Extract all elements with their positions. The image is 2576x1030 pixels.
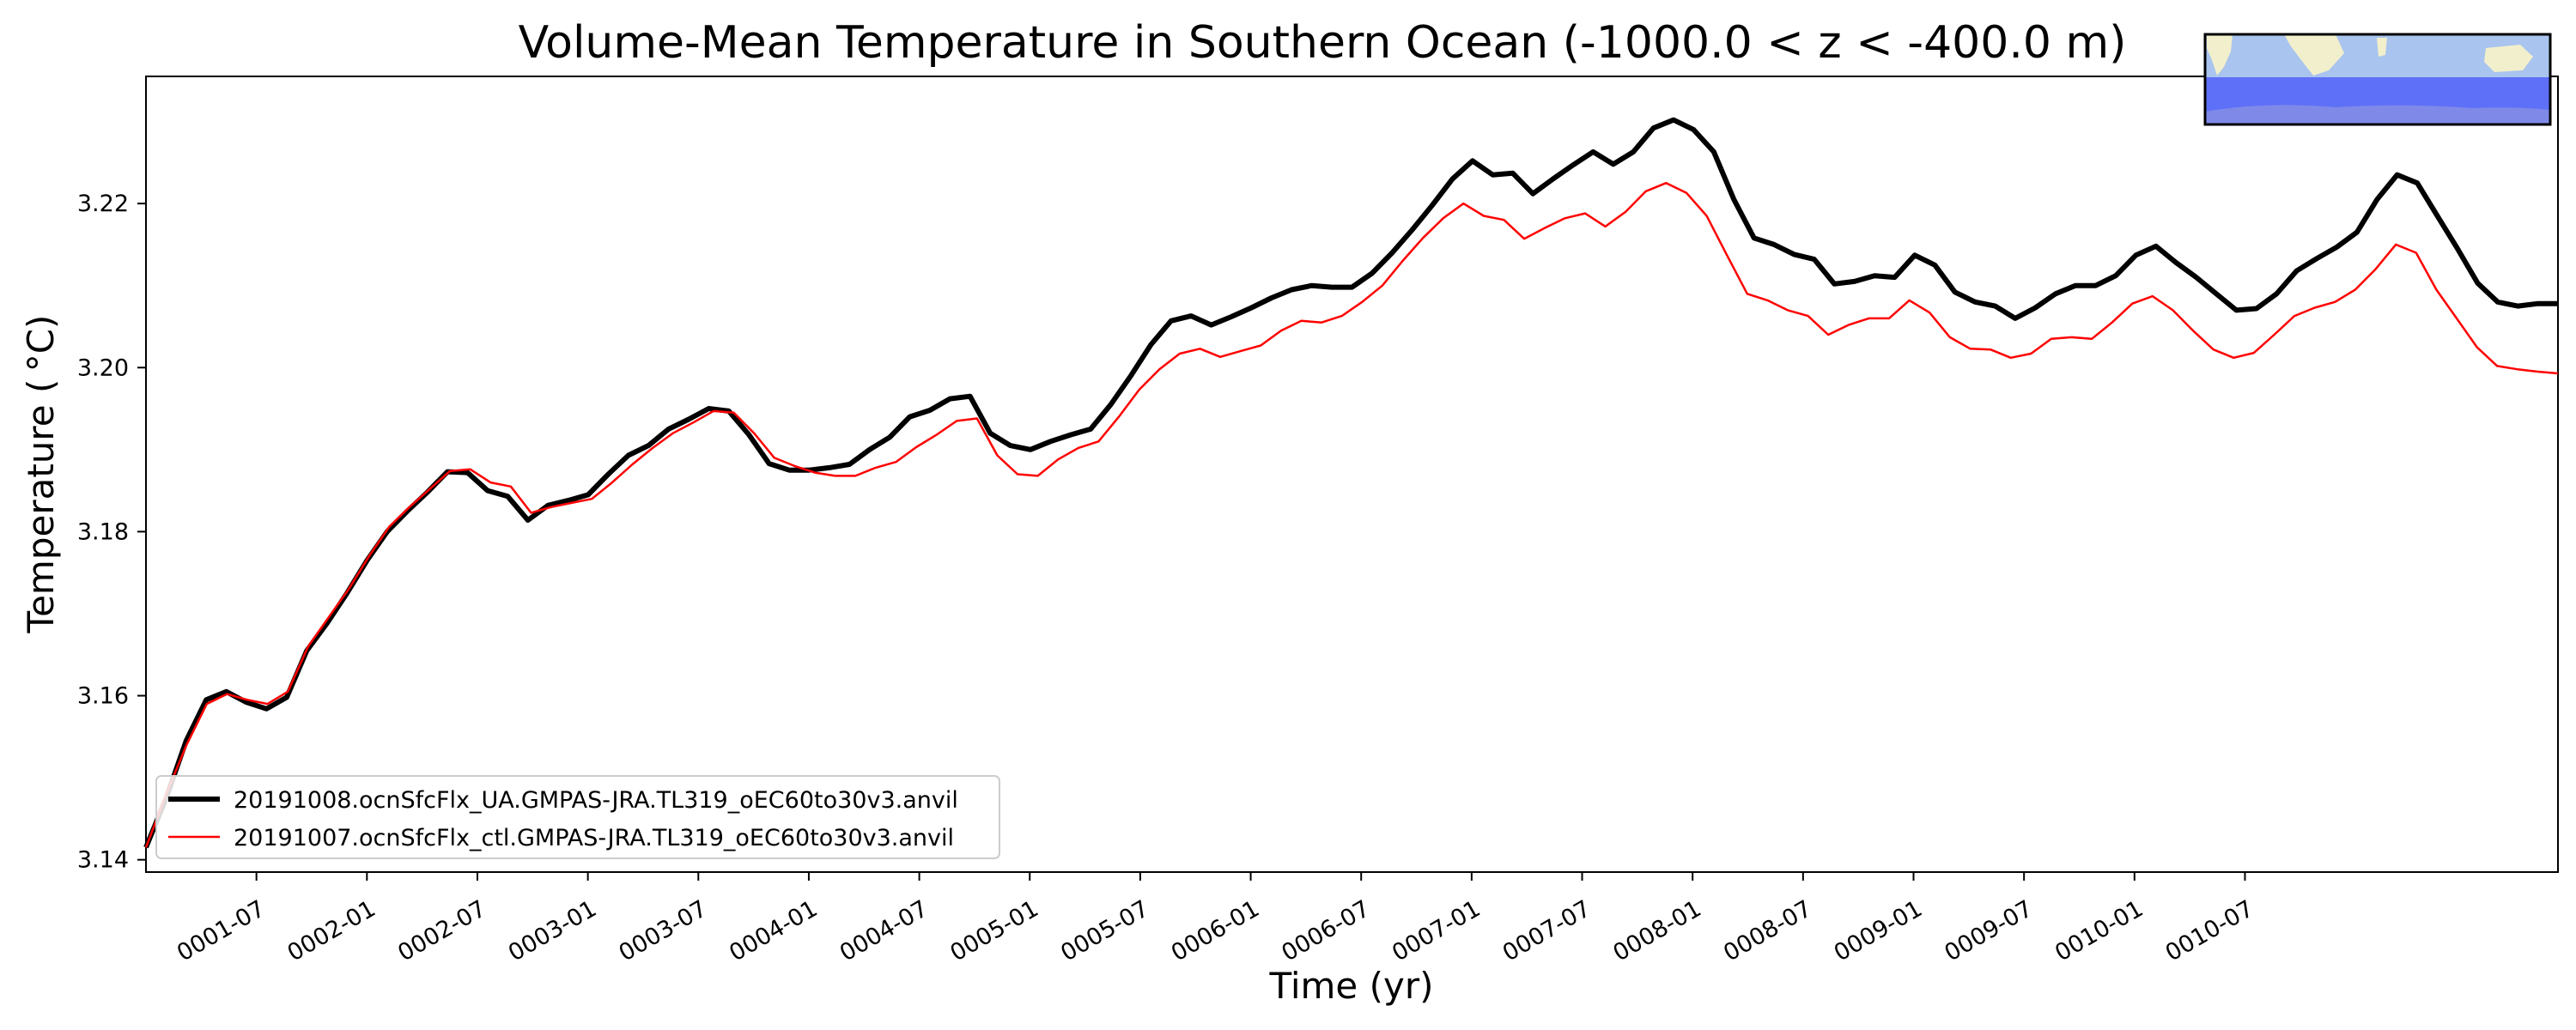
y-tick-label: 3.20 xyxy=(77,354,129,381)
inset-land-antarctica xyxy=(2205,105,2550,124)
chart-title: Volume-Mean Temperature in Southern Ocea… xyxy=(519,17,2127,69)
inset-frame xyxy=(2203,33,2552,126)
y-tick-label: 3.16 xyxy=(77,683,129,710)
y-axis: 3.14 3.16 3.18 3.20 3.22 xyxy=(77,191,146,874)
inset-land-africa xyxy=(2284,34,2344,76)
y-tick-label: 3.18 xyxy=(77,518,129,545)
legend-label-ua: 20191008.ocnSfcFlx_UA.GMPAS-JRA.TL319_oE… xyxy=(234,787,958,814)
inset-land-madagascar xyxy=(2377,38,2387,57)
legend-box xyxy=(155,775,1000,859)
inset-land-samerica xyxy=(2207,34,2233,76)
series-layer xyxy=(143,117,2559,849)
y-tick-label: 3.14 xyxy=(77,847,129,874)
series-line-ua xyxy=(143,117,2558,849)
series-line-ctl xyxy=(144,181,2559,848)
x-axis-label: Time (yr) xyxy=(1268,965,1433,1007)
y-axis-label: Temperature ( °C) xyxy=(20,315,62,634)
region-map-inset xyxy=(2203,33,2552,126)
y-tick-label: 3.22 xyxy=(77,191,129,217)
inset-land-australia xyxy=(2484,45,2533,72)
plot-area xyxy=(145,76,2559,873)
legend: 20191008.ocnSfcFlx_UA.GMPAS-JRA.TL319_oE… xyxy=(155,775,1000,859)
legend-label-ctl: 20191007.ocnSfcFlx_ctl.GMPAS-JRA.TL319_o… xyxy=(234,825,954,851)
